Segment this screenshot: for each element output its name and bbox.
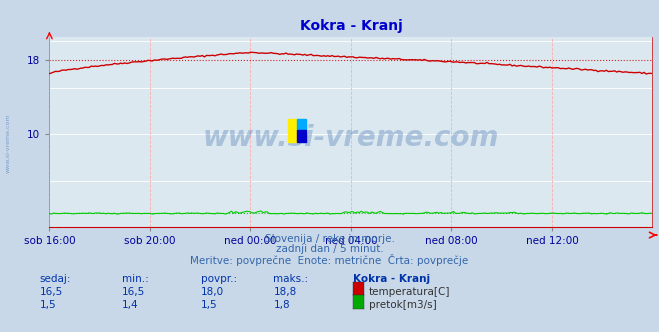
Text: pretok[m3/s]: pretok[m3/s]: [369, 300, 437, 310]
Text: www.si-vreme.com: www.si-vreme.com: [5, 113, 11, 173]
Text: Slovenija / reke in morje.: Slovenija / reke in morje.: [264, 234, 395, 244]
Text: zadnji dan / 5 minut.: zadnji dan / 5 minut.: [275, 244, 384, 254]
Text: 16,5: 16,5: [40, 287, 63, 297]
Text: temperatura[C]: temperatura[C]: [369, 287, 451, 297]
Bar: [297, 130, 306, 141]
Text: Kokra - Kranj: Kokra - Kranj: [353, 274, 430, 284]
Bar: [287, 119, 297, 141]
Text: maks.:: maks.:: [273, 274, 308, 284]
Text: 18,0: 18,0: [201, 287, 224, 297]
Text: sedaj:: sedaj:: [40, 274, 71, 284]
Text: 16,5: 16,5: [122, 287, 145, 297]
Title: Kokra - Kranj: Kokra - Kranj: [300, 19, 402, 33]
Text: min.:: min.:: [122, 274, 149, 284]
Text: Meritve: povprečne  Enote: metrične  Črta: povprečje: Meritve: povprečne Enote: metrične Črta:…: [190, 254, 469, 266]
Text: 1,4: 1,4: [122, 300, 138, 310]
Text: 1,5: 1,5: [201, 300, 217, 310]
Text: www.si-vreme.com: www.si-vreme.com: [203, 124, 499, 152]
Text: 1,5: 1,5: [40, 300, 56, 310]
Bar: [297, 119, 306, 130]
Text: 18,8: 18,8: [273, 287, 297, 297]
Text: 1,8: 1,8: [273, 300, 290, 310]
Text: povpr.:: povpr.:: [201, 274, 237, 284]
